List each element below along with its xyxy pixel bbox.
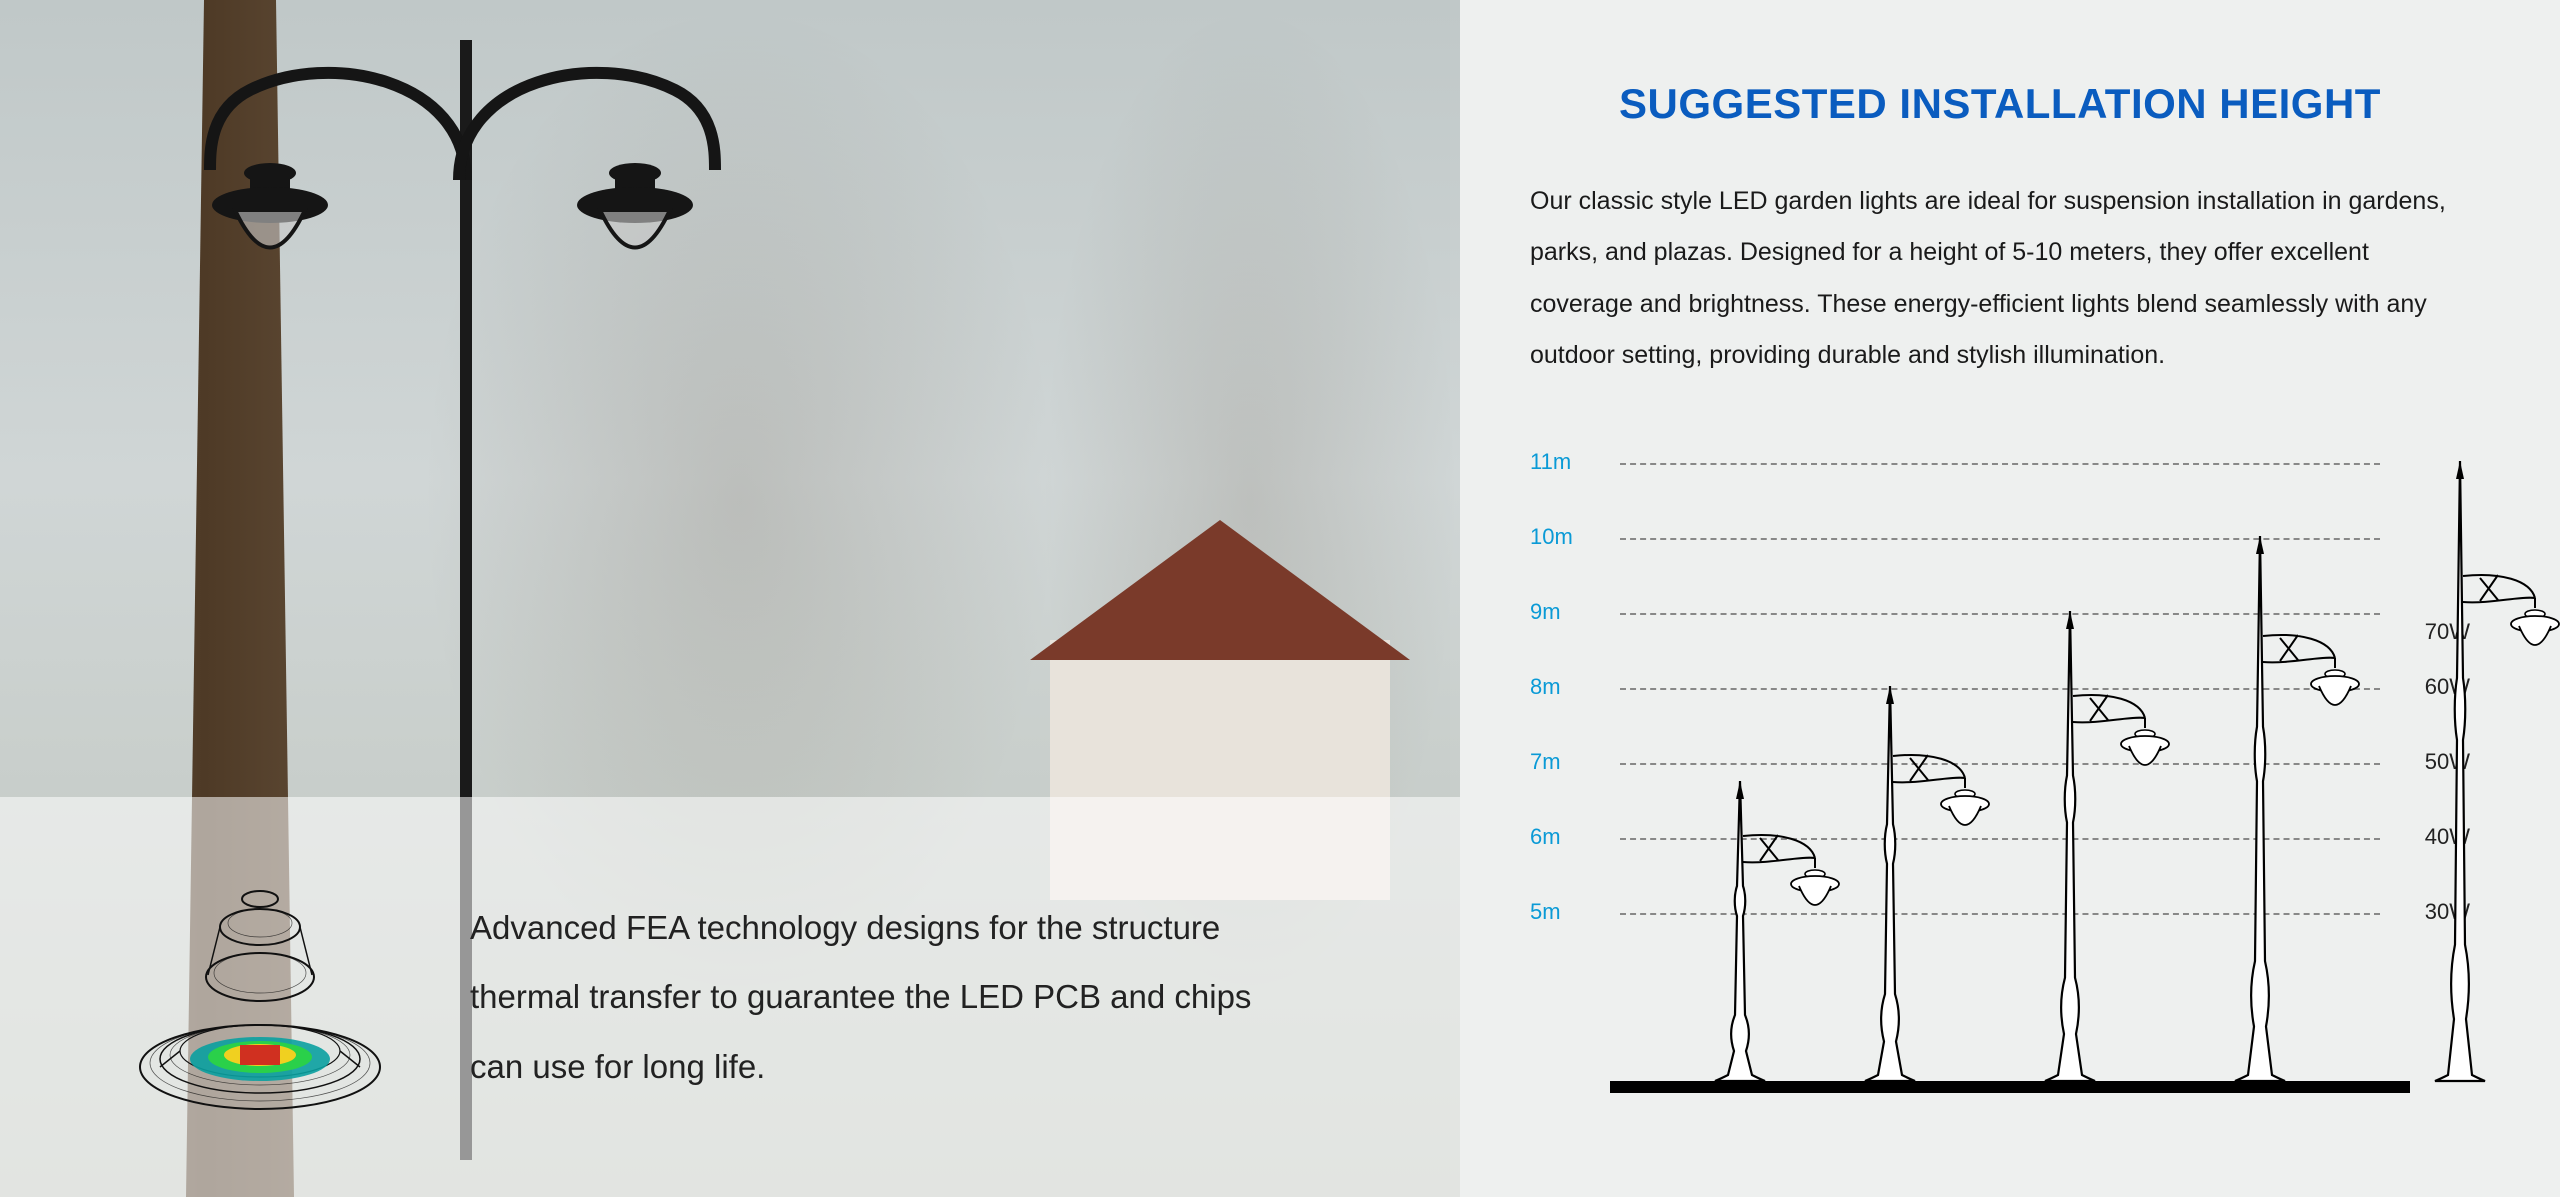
- diagram-ground: [1610, 1081, 2410, 1093]
- diagram-pole: [1660, 781, 1820, 1081]
- info-panel: SUGGESTED INSTALLATION HEIGHT Our classi…: [1460, 0, 2560, 1197]
- height-diagram: 11m10m9m8m7m6m5m70W60W50W40W30W: [1530, 433, 2470, 1093]
- lantern-icon: [205, 155, 335, 285]
- diagram-pole: [2380, 461, 2540, 1081]
- height-axis-label: 5m: [1530, 899, 1561, 925]
- section-description: Our classic style LED garden lights are …: [1530, 176, 2470, 381]
- gridline: [1620, 463, 2380, 465]
- hero-image-panel: Advanced FEA technology designs for the …: [0, 0, 1460, 1197]
- height-axis-label: 9m: [1530, 599, 1561, 625]
- diagram-pole: [2180, 536, 2340, 1081]
- diagram-pole: [1990, 611, 2150, 1081]
- height-axis-label: 10m: [1530, 524, 1573, 550]
- height-axis-label: 11m: [1530, 449, 1571, 475]
- height-axis-label: 6m: [1530, 824, 1561, 850]
- section-title: SUGGESTED INSTALLATION HEIGHT: [1530, 80, 2470, 128]
- thermal-fea-icon: [120, 867, 400, 1127]
- diagram-pole: [1810, 686, 1970, 1081]
- lantern-icon: [570, 155, 700, 285]
- caption-text: Advanced FEA technology designs for the …: [470, 893, 1290, 1101]
- height-axis-label: 7m: [1530, 749, 1561, 775]
- caption-overlay: Advanced FEA technology designs for the …: [0, 797, 1460, 1197]
- height-axis-label: 8m: [1530, 674, 1561, 700]
